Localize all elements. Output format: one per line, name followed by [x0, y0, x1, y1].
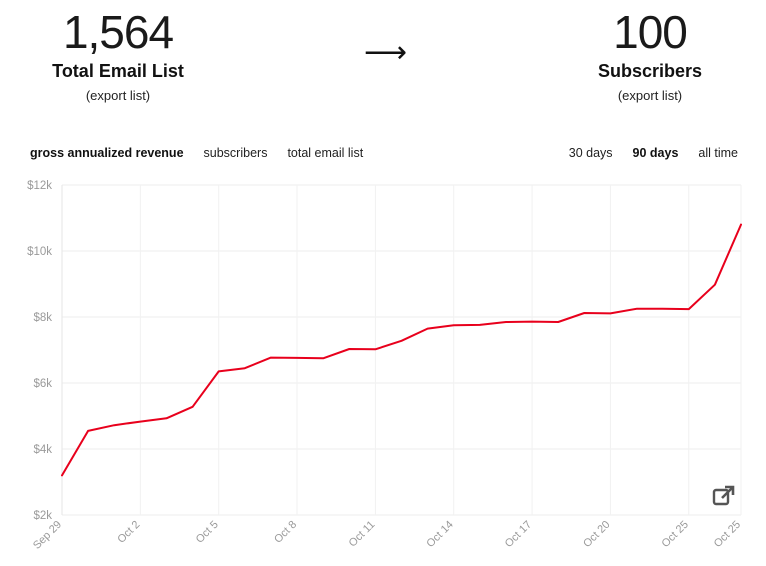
subscribers-value: 100	[613, 6, 688, 58]
tab-subscribers[interactable]: subscribers	[203, 146, 268, 160]
x-tick-label: Oct 25	[659, 519, 690, 550]
y-tick-label: $2k	[33, 510, 52, 522]
x-tick-label: Sep 29	[31, 519, 64, 552]
tab-total-email-list[interactable]: total email list	[287, 146, 364, 160]
x-tick-label: Oct 11	[347, 519, 378, 550]
subscribers-label: Subscribers	[597, 61, 703, 81]
subscribers-stat: 100 Subscribers (export list)	[550, 6, 750, 103]
tab-gross-annualized-revenue[interactable]: gross annualized revenue	[30, 146, 184, 160]
y-tick-label: $6k	[33, 378, 52, 390]
x-tick-label: Oct 8	[272, 519, 299, 546]
x-tick-label: Oct 2	[115, 519, 142, 546]
tab-all-time[interactable]: all time	[698, 146, 738, 160]
tab-30-days[interactable]: 30 days	[568, 146, 613, 160]
x-tick-label: Oct 17	[503, 519, 534, 550]
export-email-list-link[interactable]: (export list)	[85, 88, 151, 103]
x-tick-label: Oct 5	[194, 519, 221, 546]
y-tick-label: $12k	[27, 180, 52, 192]
external-link-icon[interactable]	[712, 484, 736, 508]
x-tick-label: Oct 25	[712, 519, 743, 550]
range-tabs: 30 days 90 days all time	[569, 146, 738, 160]
y-tick-label: $4k	[33, 444, 52, 456]
tab-90-days[interactable]: 90 days	[632, 146, 679, 160]
x-tick-label: Oct 14	[424, 519, 455, 550]
revenue-line-chart: $2k $4k $6k $8k $10k $12k Sep 29 Oct 2 Oct 5 Oct …	[27, 180, 743, 552]
total-email-list-label: Total Email List	[52, 61, 184, 81]
export-subscribers-link[interactable]: (export list)	[617, 88, 683, 103]
total-email-list-stat: 1,564 Total Email List (export list)	[18, 6, 218, 103]
total-email-list-value: 1,564	[62, 6, 174, 58]
x-tick-label: Oct 20	[581, 519, 612, 550]
revenue-series-line	[61, 223, 742, 477]
y-tick-label: $10k	[27, 246, 52, 258]
metric-tabs: gross annualized revenue subscribers tot…	[30, 146, 363, 160]
y-tick-label: $8k	[33, 312, 52, 324]
arrow-right-icon: ⟶	[364, 36, 408, 69]
